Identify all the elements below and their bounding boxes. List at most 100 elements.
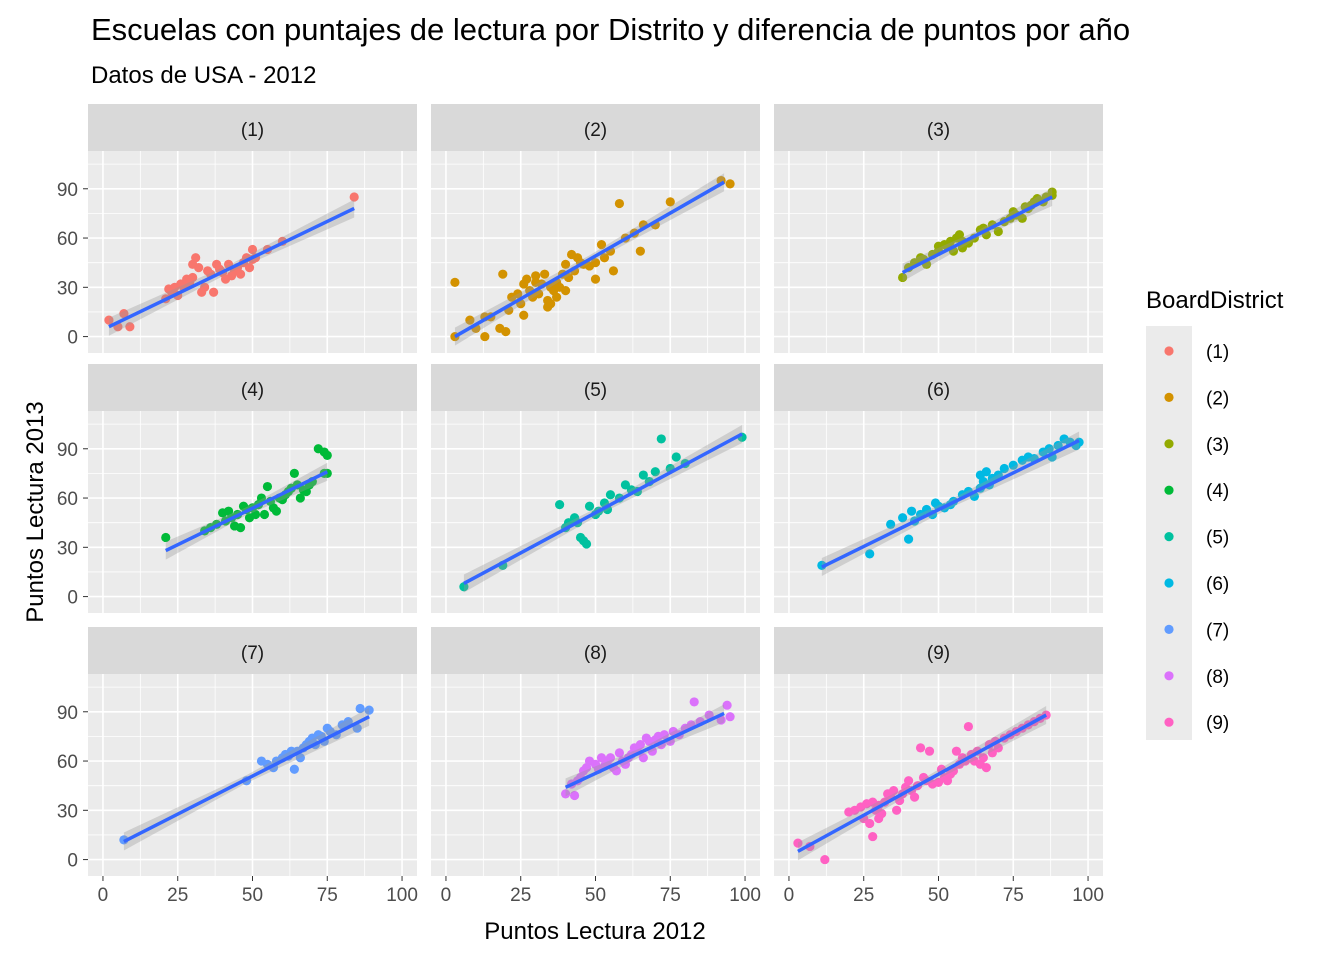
data-point (119, 308, 129, 319)
data-point (349, 192, 359, 202)
data-point (262, 481, 273, 492)
legend-key (1164, 346, 1174, 356)
facet-panel: (2) (431, 104, 760, 353)
data-point (295, 493, 305, 503)
data-point (104, 315, 114, 325)
y-tick-label: 0 (67, 328, 78, 349)
legend-label: (8) (1206, 667, 1229, 688)
data-point (450, 277, 460, 287)
data-point (599, 253, 610, 263)
data-point (1008, 460, 1018, 470)
y-tick-label: 60 (57, 752, 78, 773)
data-point (906, 506, 917, 516)
data-point (725, 712, 735, 722)
fit-line (454, 180, 725, 339)
data-point (522, 274, 532, 284)
data-point (271, 506, 282, 516)
data-point (877, 808, 887, 819)
data-point (671, 452, 681, 462)
facet-strip (774, 104, 1103, 151)
facet-strip-label: (5) (584, 380, 607, 401)
legend-key (1164, 671, 1174, 681)
data-point (635, 246, 645, 256)
legend-title: BoardDistrict (1146, 287, 1284, 314)
data-point (235, 269, 246, 279)
facet-strip (431, 364, 760, 411)
data-point (563, 272, 574, 283)
data-point (465, 315, 475, 325)
legend-label: (4) (1206, 481, 1229, 502)
data-point (546, 299, 556, 309)
data-point (903, 534, 914, 544)
data-point (596, 240, 607, 250)
chart-title: Escuelas con puntajes de lectura por Dis… (91, 12, 1130, 47)
data-point (924, 746, 935, 756)
facet-panel: (5) (431, 364, 760, 613)
y-tick-label: 0 (67, 588, 78, 609)
data-point (247, 244, 258, 255)
facet-strip (88, 104, 417, 151)
x-tick-label: 75 (1003, 885, 1024, 906)
data-point (605, 490, 616, 500)
facet-strip-label: (9) (927, 643, 950, 664)
fit-line (108, 206, 355, 329)
data-point (581, 539, 592, 549)
x-tick-label: 100 (386, 885, 418, 906)
legend-label: (6) (1206, 574, 1229, 595)
x-tick-label: 50 (242, 885, 263, 906)
legend-label: (2) (1206, 388, 1229, 409)
data-point (209, 287, 219, 297)
data-point (459, 582, 469, 592)
data-point (235, 523, 246, 533)
data-point (560, 285, 571, 296)
data-point (540, 269, 550, 279)
data-point (665, 197, 675, 207)
x-tick-label: 25 (167, 885, 188, 906)
facet-panel: (1) 0 30 60 90 (57, 104, 417, 353)
data-point (256, 493, 267, 503)
data-point (892, 805, 902, 815)
data-point (289, 764, 299, 774)
data-point (638, 753, 648, 763)
legend-key (1164, 532, 1174, 542)
x-tick-label: 50 (585, 885, 606, 906)
data-point (480, 331, 490, 342)
facet-strip-label: (8) (584, 643, 607, 664)
x-tick-label: 100 (729, 885, 761, 906)
y-tick-label: 30 (57, 801, 78, 822)
x-tick-label: 25 (853, 885, 874, 906)
data-point (638, 470, 648, 480)
data-point (1044, 444, 1054, 454)
data-point (501, 327, 511, 337)
data-point (909, 792, 920, 802)
facet-strip-label: (2) (584, 120, 607, 141)
chart-subtitle: Datos de USA - 2012 (91, 62, 316, 89)
y-tick-label: 90 (57, 440, 78, 461)
y-tick-label: 30 (57, 278, 78, 299)
x-axis-title: Puntos Lectura 2012 (484, 918, 706, 945)
legend-key (1164, 624, 1174, 635)
data-point (295, 753, 305, 763)
x-tick-label: 50 (928, 885, 949, 906)
data-point (635, 740, 645, 750)
legend-label: (9) (1206, 713, 1229, 734)
data-point (590, 258, 601, 268)
x-tick-label: 75 (317, 885, 338, 906)
data-point (188, 272, 198, 283)
data-point (981, 467, 991, 477)
data-point (993, 743, 1003, 753)
y-tick-label: 30 (57, 538, 78, 559)
data-point (650, 467, 660, 477)
y-tick-label: 60 (57, 489, 78, 510)
legend-label: (7) (1206, 620, 1229, 641)
facet-panel: (4) 0 30 60 90 (57, 364, 417, 613)
data-point (722, 700, 732, 710)
data-point (793, 838, 803, 848)
data-point (552, 292, 562, 302)
facet-strip-label: (1) (241, 120, 264, 141)
fit-line (797, 713, 1048, 853)
facet-strip-label: (7) (241, 643, 264, 664)
facet-strip (431, 104, 760, 151)
fit-line (821, 438, 1080, 569)
